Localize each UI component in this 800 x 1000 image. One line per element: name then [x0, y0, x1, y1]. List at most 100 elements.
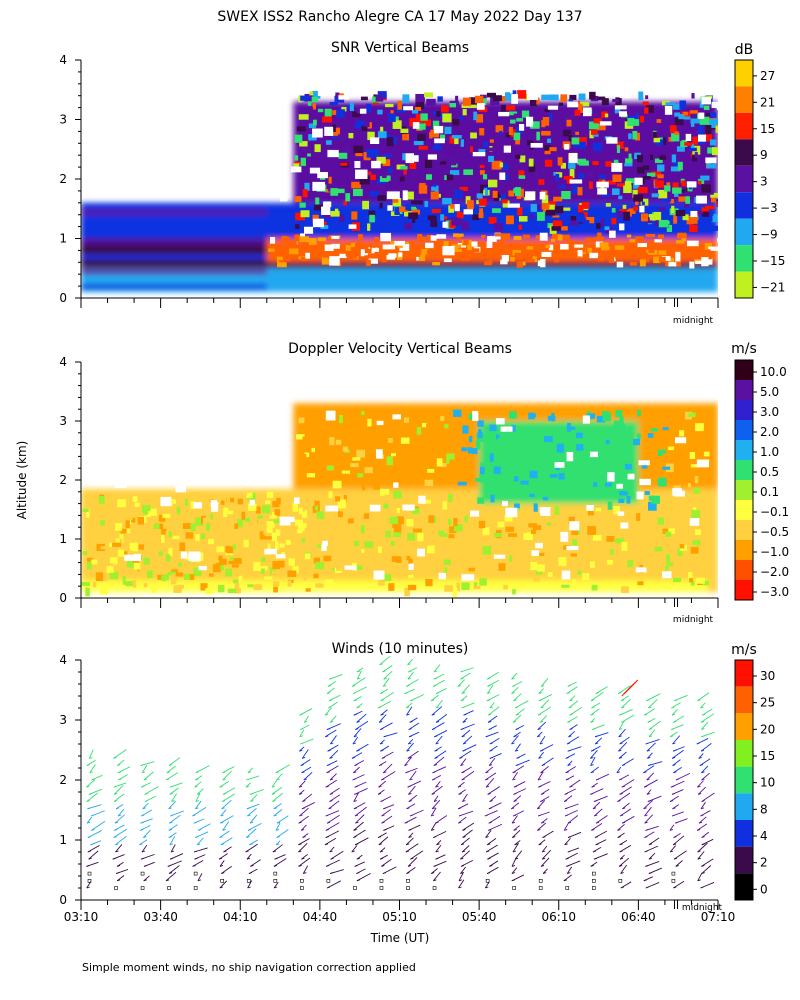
- snr-cell: [300, 250, 306, 257]
- wind-barb-flag: [247, 828, 252, 831]
- wind-barb-flag: [222, 771, 226, 774]
- wind-barb-flag: [511, 864, 516, 867]
- wind-barb: [697, 692, 710, 702]
- velocity-cell: [200, 498, 205, 505]
- wind-barb: [430, 821, 437, 831]
- snr-gap: [434, 138, 445, 144]
- snr-cell: [657, 234, 664, 239]
- snr-gap: [312, 218, 324, 228]
- snr-cell: [651, 193, 659, 198]
- velocity-gap: [402, 504, 415, 511]
- snr-cell: [537, 212, 545, 221]
- velocity-cell: [143, 507, 149, 515]
- wind-barb-flag: [435, 821, 439, 824]
- snr-cell: [619, 209, 628, 213]
- velocity-cell: [528, 523, 537, 528]
- wind-barb-flag: [404, 692, 408, 695]
- wind-barb: [329, 846, 335, 853]
- snr-cell: [711, 147, 718, 156]
- velocity-cell: [593, 523, 600, 532]
- velocity-cell: [259, 531, 265, 540]
- wind-barb-flag: [670, 850, 674, 853]
- snr-cell: [519, 155, 526, 163]
- velocity-gap: [582, 415, 591, 424]
- wind-barb: [697, 851, 705, 860]
- velocity-cell: [530, 562, 538, 570]
- snr-cell: [308, 238, 317, 245]
- snr-cell: [616, 211, 623, 218]
- wind-barb-flag: [272, 800, 276, 803]
- snr-cell: [518, 216, 528, 222]
- wind-barb-flag: [515, 706, 519, 709]
- wind-barb-flag: [569, 785, 573, 788]
- wind-barb-flag: [619, 728, 623, 731]
- velocity-cell: [195, 517, 204, 526]
- wind-barb-flag: [643, 771, 647, 774]
- velocity-cell: [337, 499, 347, 509]
- snr-gap: [463, 209, 473, 215]
- velocity-cell: [489, 424, 497, 432]
- velocity-cell: [119, 534, 124, 544]
- velocity-cell: [558, 473, 565, 480]
- velocity-cell: [695, 423, 704, 432]
- wind-barb-flag: [383, 684, 387, 687]
- velocity-cell: [189, 493, 194, 502]
- wind-barb-flag: [436, 706, 440, 709]
- wind-barb-flag: [299, 713, 303, 716]
- velocity-cell: [361, 549, 365, 553]
- wind-barb-flag: [380, 699, 384, 702]
- wind-barb-flag: [646, 749, 651, 752]
- wind-barb-flag: [329, 720, 334, 723]
- velocity-cell: [523, 533, 533, 541]
- snr-gap: [540, 258, 546, 268]
- velocity-cell: [158, 551, 163, 556]
- velocity-cell: [112, 542, 121, 547]
- snr-cell: [366, 171, 372, 175]
- wind-barb-flag: [117, 771, 122, 774]
- snr-gap: [309, 167, 321, 174]
- snr-cell: [426, 234, 433, 242]
- snr-cell: [330, 188, 339, 196]
- wind-barb-flag: [645, 886, 649, 889]
- wind-barb: [329, 715, 337, 723]
- snr-cell: [429, 132, 433, 139]
- snr-cell: [638, 91, 644, 101]
- wind-barb: [303, 715, 309, 723]
- velocity-cell: [380, 411, 387, 417]
- snr-cell: [392, 120, 402, 129]
- velocity-cell: [178, 562, 182, 568]
- snr-cell: [601, 98, 609, 106]
- snr-cell: [400, 128, 409, 134]
- wind-barb: [271, 779, 278, 788]
- velocity-cell: [464, 514, 468, 523]
- velocity-cell: [477, 420, 484, 427]
- wind-barb: [617, 824, 625, 831]
- wind-barb-flag: [116, 879, 121, 882]
- velocity-cell: [247, 584, 254, 588]
- wind-barb: [647, 752, 653, 759]
- snr-cell: [487, 236, 497, 242]
- velocity-cell: [228, 560, 238, 565]
- velocity-cell: [498, 563, 506, 571]
- snr-cell: [505, 128, 509, 134]
- wind-barb: [514, 850, 523, 860]
- velocity-cell: [662, 427, 669, 431]
- wind-barb-flag: [701, 864, 705, 867]
- wind-barb: [219, 830, 230, 838]
- wind-barb: [354, 806, 367, 817]
- snr-cell: [461, 104, 470, 109]
- wind-barb: [563, 874, 572, 882]
- wind-barb-flag: [168, 872, 173, 875]
- velocity-gap: [194, 425, 206, 433]
- wind-barb: [648, 852, 656, 860]
- wind-barb-flag: [619, 814, 624, 817]
- snr-cell: [541, 251, 552, 258]
- snr-cell: [352, 111, 361, 118]
- velocity-cell: [499, 512, 503, 519]
- velocity-gap: [375, 449, 383, 459]
- snr-cell: [463, 239, 469, 246]
- snr-cell: [699, 116, 710, 125]
- snr-cell: [650, 240, 659, 246]
- snr-cell: [703, 105, 710, 111]
